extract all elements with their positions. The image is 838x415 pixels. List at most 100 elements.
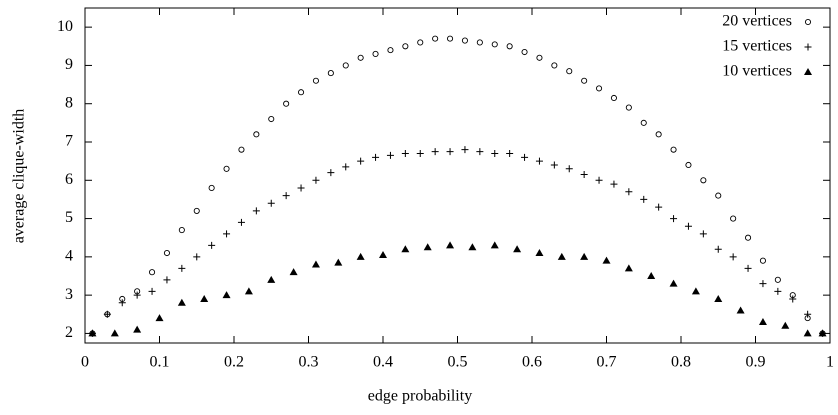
marker-plus: [476, 148, 484, 156]
y-tick-label: 7: [65, 133, 73, 150]
marker-triangle: [818, 329, 827, 337]
marker-triangle: [669, 279, 678, 287]
marker-circle: [193, 207, 200, 214]
marker-triangle: [535, 249, 544, 257]
marker-circle: [327, 70, 334, 77]
marker-triangle: [446, 241, 455, 249]
marker-plus: [729, 253, 737, 261]
marker-triangle: [244, 287, 253, 295]
marker-plus: [401, 149, 409, 157]
x-tick-label: 0.5: [448, 354, 468, 371]
marker-triangle: [490, 241, 499, 249]
marker-circle: [148, 269, 156, 276]
marker-circle: [506, 43, 513, 50]
marker-circle: [670, 146, 677, 153]
marker-plus: [759, 280, 767, 288]
marker-plus: [163, 276, 171, 284]
marker-plus: [491, 149, 499, 157]
marker-plus: [386, 151, 394, 159]
marker-circle: [238, 146, 245, 153]
x-tick-label: 0.1: [150, 354, 170, 371]
y-tick-label: 6: [65, 171, 73, 188]
marker-triangle: [468, 243, 477, 251]
marker-circle: [774, 276, 781, 283]
marker-plus: [103, 310, 111, 318]
marker-circle: [268, 115, 275, 123]
marker-plus: [699, 230, 707, 238]
marker-circle: [387, 47, 394, 54]
y-tick-label: 2: [65, 324, 73, 341]
marker-plus: [535, 157, 543, 165]
marker-triangle: [401, 245, 410, 253]
marker-plus: [640, 195, 648, 203]
marker-plus: [148, 287, 156, 295]
marker-circle: [804, 18, 812, 26]
marker-circle: [581, 77, 588, 84]
marker-triangle: [222, 291, 231, 299]
marker-circle: [730, 215, 737, 222]
marker-triangle: [334, 258, 343, 266]
marker-circle: [715, 192, 722, 199]
y-tick-label: 9: [65, 56, 73, 73]
marker-plus: [252, 207, 260, 215]
marker-plus: [282, 192, 290, 200]
marker-triangle: [423, 243, 432, 251]
marker-triangle: [580, 252, 589, 260]
marker-triangle: [804, 68, 812, 75]
marker-plus: [506, 149, 514, 157]
marker-circle: [491, 41, 498, 48]
marker-triangle: [736, 306, 745, 314]
marker-triangle: [311, 260, 320, 268]
marker-plus: [804, 310, 812, 318]
marker-circle: [432, 35, 439, 42]
marker-plus: [625, 188, 633, 196]
marker-circle: [685, 161, 692, 169]
marker-plus: [208, 241, 216, 249]
x-tick-label: 0.9: [746, 354, 766, 371]
marker-circle: [551, 62, 558, 69]
marker-circle: [223, 165, 230, 172]
y-tick-label: 5: [65, 209, 73, 226]
marker-circle: [596, 85, 603, 92]
marker-triangle: [379, 250, 387, 258]
marker-circle: [208, 184, 215, 191]
marker-circle: [745, 234, 752, 241]
marker-plus: [431, 148, 439, 156]
x-tick-label: 0.6: [522, 354, 542, 371]
x-tick-label: 0: [81, 354, 89, 371]
marker-triangle: [88, 329, 97, 337]
marker-plus: [342, 163, 350, 171]
marker-triangle: [714, 294, 723, 302]
marker-triangle: [624, 264, 633, 272]
marker-circle: [700, 177, 707, 184]
marker-circle: [446, 35, 454, 42]
plot-frame: [84, 7, 831, 344]
marker-circle: [342, 62, 349, 69]
marker-plus: [193, 253, 201, 261]
marker-triangle: [110, 329, 119, 337]
marker-triangle: [513, 245, 522, 253]
marker-circle: [759, 257, 767, 264]
marker-circle: [625, 104, 632, 111]
marker-plus: [357, 157, 365, 165]
marker-plus: [804, 43, 812, 51]
marker-plus: [550, 161, 558, 169]
marker-circle: [461, 37, 469, 44]
marker-plus: [684, 222, 692, 230]
marker-plus: [267, 199, 275, 207]
marker-circle: [253, 131, 260, 138]
marker-plus: [610, 180, 618, 188]
legend-label: 15 vertices: [722, 38, 792, 55]
marker-plus: [565, 165, 573, 173]
marker-circle: [178, 227, 185, 234]
marker-circle: [610, 94, 618, 102]
marker-circle: [163, 249, 170, 257]
marker-plus: [237, 218, 245, 226]
x-tick-label: 0.2: [224, 354, 244, 371]
x-axis-label: edge probability: [368, 388, 472, 405]
marker-plus: [670, 215, 678, 223]
marker-circle: [417, 39, 424, 46]
marker-circle: [536, 54, 543, 61]
marker-plus: [178, 264, 186, 272]
